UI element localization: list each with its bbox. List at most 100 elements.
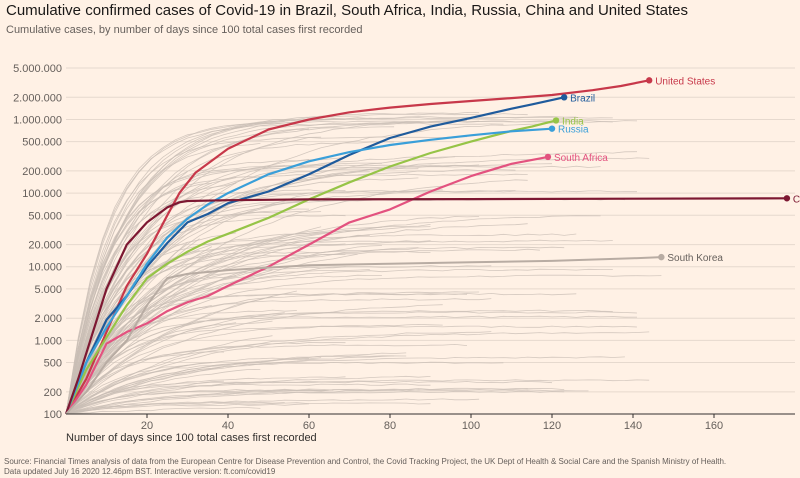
x-tick-label: 120 (543, 420, 561, 432)
x-tick-label: 60 (303, 420, 315, 432)
source-note: Source: Financial Times analysis of data… (4, 457, 794, 477)
y-tick-label: 20.000 (28, 240, 62, 252)
background-line (65, 214, 346, 415)
background-line (65, 369, 261, 415)
series-line-china (64, 197, 787, 415)
background-line (65, 320, 273, 415)
background-line (65, 226, 322, 415)
series-line-south-africa (65, 155, 549, 415)
y-tick-label: 1.000.000 (13, 114, 62, 126)
background-line (65, 402, 431, 415)
series-label: Brazil (570, 93, 595, 104)
background-line (65, 383, 431, 415)
background-line (65, 238, 200, 415)
series-label: United States (655, 76, 715, 87)
background-line (65, 325, 638, 414)
background-line (65, 380, 225, 415)
y-tick-label: 50.000 (28, 210, 62, 222)
background-line (65, 269, 370, 415)
y-tick-label: 100.000 (22, 188, 62, 200)
x-tick-label: 140 (624, 420, 642, 432)
background-line (65, 136, 467, 415)
series-endpoint (548, 125, 556, 132)
background-line (65, 390, 565, 415)
background-line (65, 323, 443, 415)
chart-subtitle: Cumulative cases, by number of days sinc… (6, 24, 363, 36)
series-label: China (793, 194, 800, 205)
series-endpoint (552, 117, 560, 124)
background-line (65, 119, 468, 414)
background-country-lines (65, 111, 662, 415)
background-line (65, 407, 261, 415)
background-line (65, 190, 638, 415)
background-line (65, 164, 480, 415)
series-endpoint (783, 195, 791, 202)
background-line (65, 121, 613, 415)
x-tick-label: 100 (462, 420, 480, 432)
background-line (65, 295, 273, 415)
series-label: South Korea (667, 253, 723, 264)
y-tick-label: 200.000 (22, 166, 62, 178)
y-tick-label: 500.000 (22, 137, 62, 149)
series-line-russia (64, 127, 553, 415)
x-tick-label: 80 (384, 420, 396, 432)
series-endpoint (646, 77, 653, 84)
y-tick-label: 10.000 (28, 262, 62, 274)
background-line (65, 215, 601, 415)
background-line (65, 165, 285, 415)
y-tick-label: 2.000 (34, 313, 62, 325)
background-line (65, 157, 346, 415)
y-tick-label: 200 (44, 387, 62, 399)
background-line (65, 118, 346, 414)
background-line (65, 309, 613, 414)
y-tick-label: 500 (44, 358, 62, 370)
background-line (65, 352, 407, 415)
x-tick-label: 160 (705, 420, 723, 432)
background-line (65, 245, 382, 415)
background-line (65, 376, 346, 415)
background-line (65, 315, 638, 414)
series-line-india (64, 119, 557, 415)
background-line (65, 361, 504, 414)
series-endpoint (544, 153, 552, 161)
background-line (65, 128, 310, 415)
x-axis-label: Number of days since 100 total cases fir… (66, 432, 317, 444)
background-line (65, 291, 480, 415)
series-label: South Africa (554, 153, 608, 164)
chart-title: Cumulative confirmed cases of Covid-19 i… (6, 2, 689, 19)
background-line (65, 116, 577, 415)
y-tick-label: 5.000 (34, 284, 62, 296)
x-tick-label: 40 (222, 420, 234, 432)
background-line (65, 157, 650, 415)
y-tick-label: 5.000.000 (13, 63, 62, 75)
background-line (65, 375, 431, 415)
background-line (65, 240, 431, 414)
series-line-united-states (65, 79, 650, 415)
background-line (65, 322, 237, 415)
background-line (65, 111, 480, 415)
y-axis-ticks: 100 200 500 1.000 2.000 5.000 10.000 20.000 50.0… (13, 63, 62, 421)
background-line (65, 151, 638, 414)
series-endpoint (560, 94, 568, 101)
background-line (65, 309, 297, 415)
series-label: India (562, 116, 584, 127)
y-tick-label: 2.000.000 (13, 92, 62, 104)
background-line (65, 389, 589, 414)
series-label: Russia (558, 125, 589, 136)
background-line (65, 183, 212, 415)
background-line (65, 156, 455, 415)
background-line (65, 177, 419, 415)
background-line (65, 165, 601, 414)
x-axis-ticks: 20 40 60 80 100 120 140 160 (141, 414, 723, 432)
source-line-1: Source: Financial Times analysis of data… (4, 457, 727, 466)
background-line (65, 208, 310, 415)
background-line (65, 343, 468, 415)
y-tick-label: 1.000 (34, 335, 62, 347)
background-line (65, 355, 395, 415)
series-line-south-korea (65, 256, 662, 415)
series-endpoint (658, 253, 665, 261)
background-line (65, 254, 346, 415)
background-line (65, 362, 212, 414)
